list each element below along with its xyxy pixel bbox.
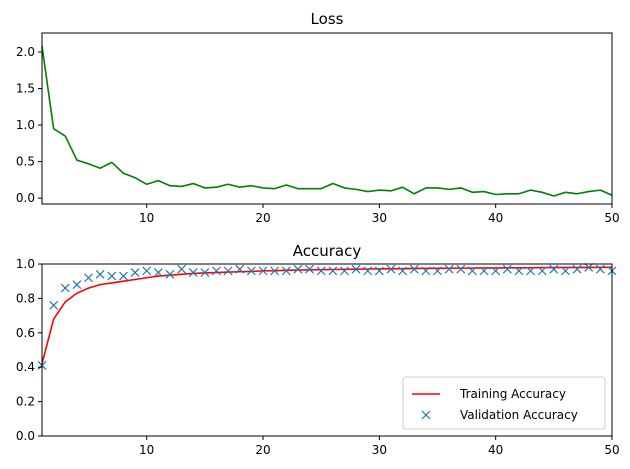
accuracy-series-1-point (467, 266, 477, 276)
accuracy-series-1-point (281, 266, 291, 276)
accuracy-y-axis: 0.0 0.2 0.4 0.6 0.8 1.0 (16, 257, 42, 443)
accuracy-title: Accuracy (293, 242, 362, 260)
loss-x-tick-label: 40 (488, 211, 503, 225)
accuracy-series-1-point (584, 263, 594, 272)
loss-x-tick-label: 20 (255, 211, 270, 225)
accuracy-series-1-point (514, 266, 524, 276)
loss-y-tick-label: 1.0 (16, 118, 35, 132)
accuracy-series-1-point (60, 283, 70, 293)
accuracy-series-1-point (595, 264, 605, 274)
accuracy-series-1-point (374, 266, 384, 276)
accuracy-series-1-point (177, 264, 187, 274)
accuracy-series-1-point (200, 268, 210, 278)
accuracy-series-1-point (212, 266, 221, 276)
loss-series-0-line (41, 46, 613, 197)
accuracy-series-1-point (456, 264, 466, 274)
accuracy-series-1-point (246, 266, 256, 276)
accuracy-y-tick-label: 0.0 (16, 429, 35, 443)
accuracy-series-1-point (165, 269, 175, 279)
accuracy-series-1-point (223, 266, 233, 276)
accuracy-series-1-point (95, 269, 105, 279)
loss-y-tick-label: 0.5 (16, 155, 35, 169)
loss-plot-area (41, 46, 613, 197)
legend-validation-swatch (421, 410, 431, 420)
accuracy-x-tick-label: 30 (372, 443, 387, 457)
accuracy-y-tick-label: 0.8 (16, 291, 35, 305)
accuracy-series-1-point (328, 266, 338, 276)
loss-x-tick-label: 50 (604, 211, 619, 225)
accuracy-series-1-point (84, 273, 93, 283)
accuracy-series-1-point (386, 264, 396, 274)
accuracy-series-1-point (491, 266, 501, 276)
accuracy-series-1-point (561, 266, 570, 276)
loss-y-tick-label: 1.5 (16, 82, 35, 96)
accuracy-series-1-point (444, 264, 454, 274)
accuracy-series-1-point (49, 300, 59, 310)
accuracy-series-1-point (398, 266, 408, 276)
accuracy-y-tick-label: 0.2 (16, 395, 35, 409)
legend-box (402, 376, 606, 430)
accuracy-series-1-point (340, 266, 349, 276)
accuracy-series-1-point (433, 266, 442, 276)
accuracy-series-1-point (537, 266, 547, 276)
accuracy-series-1-point (305, 264, 314, 274)
accuracy-series-1-point (549, 264, 559, 274)
accuracy-series-1-point (258, 266, 268, 276)
accuracy-series-1-point (270, 266, 280, 276)
accuracy-series-1-point (142, 266, 152, 276)
accuracy-series-1-point (153, 268, 163, 278)
legend-training-label: Training Accuracy (459, 387, 566, 401)
accuracy-series-1-point (409, 264, 419, 274)
accuracy-series-1-point (502, 264, 512, 274)
accuracy-series-0-line (41, 266, 612, 364)
loss-y-tick-label: 2.0 (16, 45, 35, 59)
accuracy-y-tick-label: 0.4 (16, 360, 35, 374)
loss-y-axis: 0.0 0.5 1.0 1.5 2.0 (16, 45, 42, 205)
accuracy-series-1-point (479, 266, 489, 276)
loss-y-tick-label: 0.0 (16, 191, 35, 205)
accuracy-series-1-point (363, 266, 373, 276)
legend-validation-label: Validation Accuracy (460, 408, 578, 422)
accuracy-series-1-point (421, 266, 431, 276)
accuracy-x-tick-label: 40 (488, 443, 503, 457)
loss-x-tick-label: 30 (372, 211, 387, 225)
accuracy-series-1-point (526, 266, 535, 276)
legend: Training Accuracy Validation Accuracy (402, 376, 606, 430)
accuracy-series-1-point (119, 271, 128, 281)
accuracy-series-1-point (235, 264, 245, 274)
accuracy-x-axis: 10 20 30 40 50 (139, 436, 620, 457)
accuracy-subplot: Accuracy 10 20 30 40 50 0.0 0.2 0.4 0.6 0.8 1.0 T… (16, 242, 620, 457)
accuracy-axes-frame (41, 263, 613, 437)
accuracy-series-1-point (130, 268, 140, 278)
loss-subplot: Loss 10 20 30 40 50 0.0 0.5 1.0 1.5 2.0 (16, 10, 620, 225)
accuracy-series-1-point (293, 264, 303, 274)
accuracy-x-tick-label: 20 (255, 443, 270, 457)
accuracy-series-1-point (107, 271, 117, 281)
loss-x-tick-label: 10 (139, 211, 154, 225)
accuracy-x-tick-label: 50 (604, 443, 619, 457)
accuracy-series-1-point (351, 264, 361, 274)
accuracy-series-1-point (72, 280, 82, 290)
accuracy-series-1-point (316, 266, 326, 276)
loss-x-axis: 10 20 30 40 50 (139, 204, 620, 225)
accuracy-y-tick-label: 1.0 (16, 257, 35, 271)
accuracy-series-1-point (572, 264, 582, 274)
accuracy-series-1-point (188, 268, 198, 278)
loss-title: Loss (311, 10, 344, 28)
accuracy-x-tick-label: 10 (139, 443, 154, 457)
accuracy-y-tick-label: 0.6 (16, 326, 35, 340)
loss-axes-frame (41, 32, 613, 205)
